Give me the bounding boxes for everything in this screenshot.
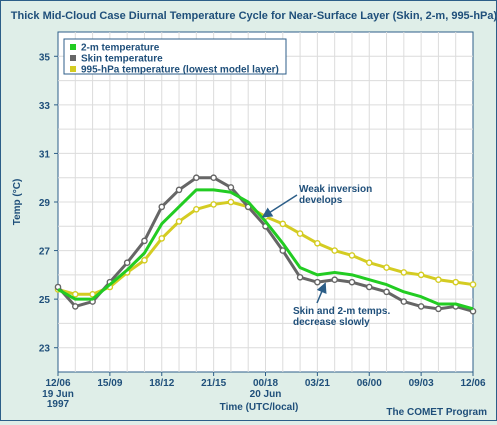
series-point [400, 269, 408, 276]
series-point [365, 259, 373, 267]
legend-swatch [70, 44, 76, 50]
series-point [158, 235, 166, 242]
series-point [400, 298, 408, 305]
y-tick-label: 35 [39, 52, 51, 63]
series-point [435, 305, 442, 313]
y-tick-label: 31 [39, 149, 51, 160]
series-point [314, 278, 321, 286]
y-tick-label: 23 [39, 344, 51, 355]
x-tick-label: 12/06 [45, 378, 70, 389]
y-axis-label: Temp (°C) [12, 179, 23, 226]
series-point [331, 247, 338, 254]
series-point [348, 278, 356, 286]
annotation-arrow [261, 194, 298, 218]
series-point [435, 276, 442, 284]
annotation-text: Skin and 2-m temps. [293, 306, 390, 317]
annotation-text: Weak inversion [299, 184, 372, 195]
y-axis-ticks: 23 25 27 29 31 33 35 [39, 52, 58, 355]
series-point [452, 278, 460, 286]
legend-swatch [70, 66, 76, 72]
credit-text: The COMET Program [386, 407, 487, 418]
series-point [417, 303, 425, 310]
series-point [175, 186, 183, 194]
series-point [175, 218, 183, 225]
series-point [71, 303, 79, 310]
x-date-label: 19 Jun [42, 389, 74, 400]
series-point [123, 259, 131, 267]
series-point [141, 237, 148, 245]
series-layer [54, 174, 477, 315]
x-tick-label: 15/09 [97, 378, 122, 389]
series-point [314, 239, 321, 247]
series-point [365, 283, 373, 291]
series-point [417, 271, 425, 279]
legend-box [63, 38, 287, 75]
x-axis-label: Time (UTC/local) [220, 402, 299, 413]
x-tick-label: 00/18 [253, 378, 278, 389]
y-tick-label: 25 [39, 295, 51, 306]
series-point [279, 247, 287, 254]
chart-title: Thick Mid-Cloud Case Diurnal Temperature… [11, 10, 496, 22]
series-point [279, 220, 287, 228]
x-date-label: 20 Jun [250, 389, 282, 400]
legend-label: 995-hPa temperature (lowest model layer) [81, 65, 279, 76]
annotation-text: decrease slowly [293, 317, 370, 328]
series-point [469, 281, 477, 288]
series-point [296, 230, 304, 237]
x-tick-label: 21/15 [201, 378, 226, 389]
series-point [89, 290, 96, 298]
annotation-text: develops [299, 195, 343, 206]
series-point [383, 264, 390, 271]
annotation-arrow [316, 282, 327, 304]
x-tick-label: 06/00 [357, 378, 382, 389]
legend-swatch [70, 55, 76, 61]
x-date-label: 1997 [47, 399, 70, 410]
grid-lines [58, 32, 473, 372]
y-tick-label: 27 [39, 247, 51, 258]
legend-label: 2-m temperature [81, 43, 160, 54]
series-point [227, 184, 235, 191]
x-axis-ticks: 12/06 15/09 18/12 21/15 00/18 03/21 06/00 09/03… [42, 372, 486, 410]
series-point [210, 174, 217, 182]
series-point [158, 203, 166, 211]
series-point [227, 198, 235, 206]
series-point [141, 256, 148, 264]
series-line [57, 188, 474, 311]
y-tick-label: 29 [39, 198, 51, 209]
x-tick-label: 03/21 [305, 378, 330, 389]
series-point [331, 276, 338, 284]
y-tick-label: 33 [39, 101, 51, 112]
series-point [210, 201, 217, 208]
series-point [193, 205, 200, 213]
x-tick-label: 09/03 [409, 378, 434, 389]
series-point [296, 273, 304, 281]
series-point [383, 288, 390, 296]
x-tick-label: 18/12 [149, 378, 174, 389]
legend-label: Skin temperature [81, 54, 163, 65]
series-point [193, 174, 200, 182]
series-point [348, 252, 356, 259]
x-tick-label: 12/06 [460, 378, 485, 389]
series-point [71, 290, 79, 298]
